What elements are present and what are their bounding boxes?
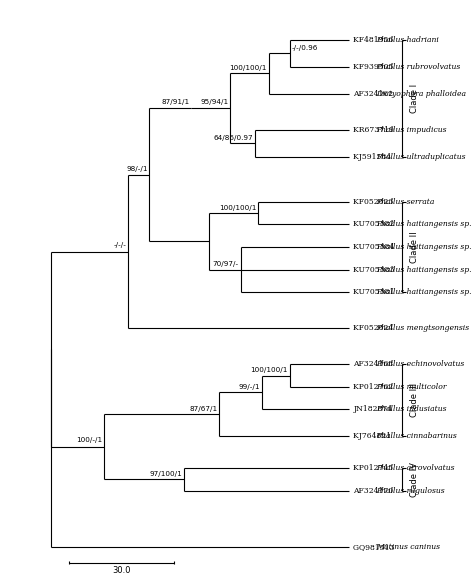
- Text: Dictyophora phalloidea: Dictyophora phalloidea: [376, 90, 466, 98]
- Text: JN182874: JN182874: [353, 405, 395, 413]
- Text: Phallus haitiangensis sp. nov.: Phallus haitiangensis sp. nov.: [376, 221, 474, 229]
- Text: KF481956: KF481956: [353, 36, 396, 44]
- Text: -/-/0.96: -/-/0.96: [291, 45, 318, 51]
- Text: KR673719: KR673719: [353, 126, 396, 134]
- Text: Phallus hadriani: Phallus hadriani: [376, 36, 439, 44]
- Text: KF052624: KF052624: [353, 324, 396, 332]
- Text: KP012745: KP012745: [353, 464, 396, 472]
- Text: 100/-/1: 100/-/1: [76, 438, 102, 443]
- Text: Phallus rugulosus: Phallus rugulosus: [376, 487, 445, 495]
- Text: 97/100/1: 97/100/1: [150, 471, 183, 477]
- Text: Mutinus caninus: Mutinus caninus: [376, 543, 440, 551]
- Text: Phallus ultraduplicatus: Phallus ultraduplicatus: [376, 153, 466, 161]
- Text: 95/94/1: 95/94/1: [200, 99, 228, 105]
- Text: KU705383: KU705383: [353, 265, 397, 274]
- Text: AF324162: AF324162: [353, 90, 396, 98]
- Text: Phallus multicolor: Phallus multicolor: [376, 383, 447, 391]
- Text: GQ981513: GQ981513: [353, 543, 397, 551]
- Text: 70/97/-: 70/97/-: [213, 261, 239, 267]
- Text: Phallus haitiangensis sp. nov.: Phallus haitiangensis sp. nov.: [376, 288, 474, 296]
- Text: 30.0: 30.0: [112, 566, 131, 575]
- Text: Phallus indusiatus: Phallus indusiatus: [376, 405, 447, 413]
- Text: Phallus haitiangensis sp. nov.: Phallus haitiangensis sp. nov.: [376, 265, 474, 274]
- Text: Clade I: Clade I: [410, 84, 419, 113]
- Text: 100/100/1: 100/100/1: [250, 367, 288, 373]
- Text: 99/-/1: 99/-/1: [238, 384, 260, 390]
- Text: 87/91/1: 87/91/1: [162, 99, 190, 105]
- Text: KP012762: KP012762: [353, 383, 396, 391]
- Text: KU705382: KU705382: [353, 221, 397, 229]
- Text: 100/100/1: 100/100/1: [219, 205, 256, 211]
- Text: 64/86/0.97: 64/86/0.97: [213, 135, 253, 141]
- Text: Phallus mengtsongensis: Phallus mengtsongensis: [376, 324, 469, 332]
- Text: KJ591584: KJ591584: [353, 153, 394, 161]
- Text: -/-/-: -/-/-: [114, 242, 127, 248]
- Text: KJ764821: KJ764821: [353, 432, 394, 441]
- Text: Clade IV: Clade IV: [410, 462, 419, 496]
- Text: Phallus atrovolvatus: Phallus atrovolvatus: [376, 464, 455, 472]
- Text: KU705384: KU705384: [353, 243, 397, 251]
- Text: AF324168: AF324168: [353, 360, 396, 368]
- Text: 100/100/1: 100/100/1: [229, 65, 267, 71]
- Text: Phallus echinovolvatus: Phallus echinovolvatus: [376, 360, 465, 368]
- Text: KF052623: KF052623: [353, 198, 396, 206]
- Text: KF939505: KF939505: [353, 63, 396, 70]
- Text: Phallus serrata: Phallus serrata: [376, 198, 435, 206]
- Text: Phallus haitiangensis sp. nov.: Phallus haitiangensis sp. nov.: [376, 243, 474, 251]
- Text: Phallus rubrovolvatus: Phallus rubrovolvatus: [376, 63, 460, 70]
- Text: Phallus cinnabarinus: Phallus cinnabarinus: [376, 432, 457, 441]
- Text: 87/67/1: 87/67/1: [190, 406, 218, 412]
- Text: Phallus impudicus: Phallus impudicus: [376, 126, 447, 134]
- Text: KU705381: KU705381: [353, 288, 397, 296]
- Text: Clade III: Clade III: [410, 384, 419, 417]
- Text: 98/-/1: 98/-/1: [126, 165, 148, 172]
- Text: AF324170: AF324170: [353, 487, 396, 495]
- Text: Clade II: Clade II: [410, 231, 419, 263]
